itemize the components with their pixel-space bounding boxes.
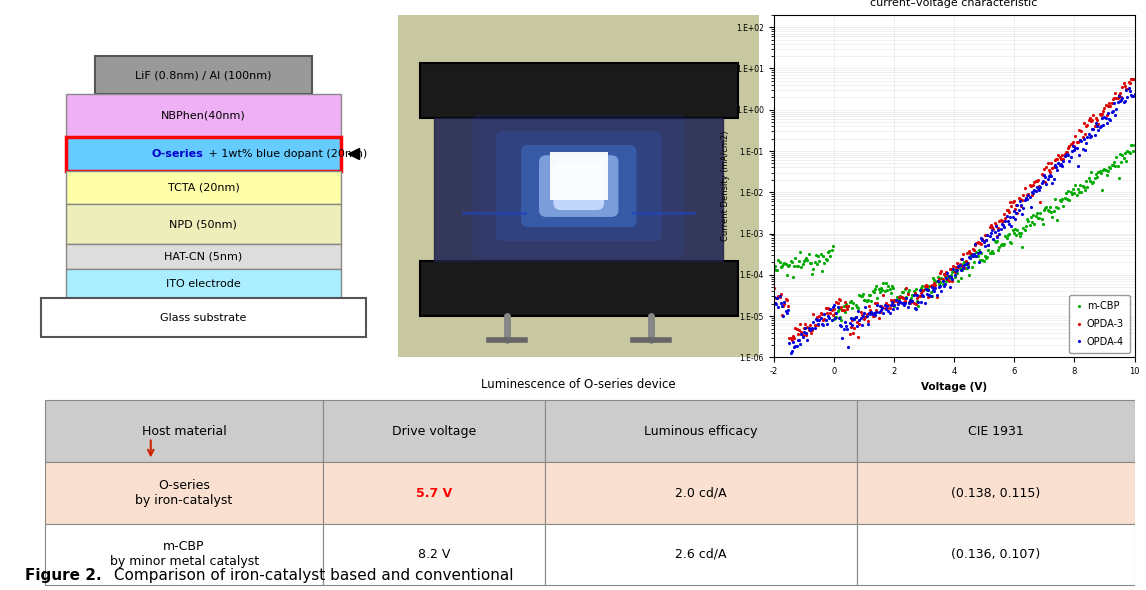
FancyBboxPatch shape — [496, 131, 661, 241]
Text: Figure 2.: Figure 2. — [25, 568, 102, 583]
X-axis label: Voltage (V): Voltage (V) — [921, 382, 987, 392]
Bar — [66, 270, 340, 299]
Bar — [419, 261, 738, 316]
OPDA-3 — [768, 300, 782, 307]
Bar — [45, 524, 323, 585]
Text: Drive voltage: Drive voltage — [392, 425, 477, 438]
OPDA-4 — [1073, 151, 1086, 158]
m-CBP — [982, 246, 996, 253]
Bar — [45, 400, 323, 463]
Text: 5.7 V: 5.7 V — [416, 487, 453, 500]
Bar — [550, 152, 607, 200]
Text: ITO electrode: ITO electrode — [166, 279, 241, 289]
Bar — [434, 117, 723, 261]
Text: O-series
by iron-catalyst: O-series by iron-catalyst — [135, 479, 233, 507]
Text: Luminous efficacy: Luminous efficacy — [644, 425, 758, 438]
m-CBP — [989, 238, 1003, 245]
OPDA-4 — [982, 241, 996, 248]
OPDA-3 — [1073, 126, 1086, 133]
Text: Luminescence of O-series device: Luminescence of O-series device — [481, 378, 676, 391]
Line: OPDA-4: OPDA-4 — [772, 87, 1137, 355]
m-CBP — [1096, 186, 1109, 193]
m-CBP — [1128, 141, 1141, 148]
OPDA-4 — [768, 299, 782, 306]
OPDA-4 — [767, 293, 780, 300]
OPDA-3 — [1096, 111, 1109, 118]
Text: CIE 1931: CIE 1931 — [967, 425, 1023, 438]
m-CBP — [1073, 189, 1086, 196]
Text: NPD (50nm): NPD (50nm) — [170, 219, 237, 230]
Text: 2.0 cd/A: 2.0 cd/A — [675, 487, 727, 500]
Line: m-CBP: m-CBP — [772, 143, 1137, 322]
FancyBboxPatch shape — [472, 114, 685, 258]
FancyBboxPatch shape — [521, 145, 636, 227]
Bar — [856, 524, 1135, 585]
OPDA-3 — [1125, 76, 1139, 83]
Text: 8.2 V: 8.2 V — [418, 548, 450, 561]
OPDA-4 — [989, 222, 1003, 230]
OPDA-3 — [989, 222, 1003, 229]
Bar — [545, 463, 857, 524]
Text: + 1wt% blue dopant (20nm): + 1wt% blue dopant (20nm) — [205, 149, 368, 159]
Text: m-CBP
by minor metal catalyst: m-CBP by minor metal catalyst — [110, 540, 259, 568]
Text: (0.136, 0.107): (0.136, 0.107) — [951, 548, 1041, 561]
Bar — [323, 463, 545, 524]
OPDA-3 — [982, 241, 996, 248]
m-CBP — [834, 317, 848, 324]
Text: HAT-CN (5nm): HAT-CN (5nm) — [164, 252, 243, 262]
FancyBboxPatch shape — [554, 162, 604, 210]
OPDA-3 — [767, 284, 780, 291]
Bar — [66, 204, 340, 244]
Bar — [323, 524, 545, 585]
Bar — [323, 400, 545, 463]
Bar — [66, 244, 340, 270]
Bar — [856, 463, 1135, 524]
Bar — [545, 524, 857, 585]
Bar — [856, 400, 1135, 463]
OPDA-4 — [1128, 90, 1141, 97]
Text: O-series: O-series — [151, 149, 203, 159]
OPDA-3 — [983, 223, 997, 230]
OPDA-3 — [785, 336, 799, 343]
Text: Comparison of iron-catalyst based and conventional: Comparison of iron-catalyst based and co… — [109, 568, 513, 583]
Bar — [45, 463, 323, 524]
Text: NBPhen(40nm): NBPhen(40nm) — [160, 110, 245, 120]
Text: Host material: Host material — [142, 425, 227, 438]
Line: OPDA-3: OPDA-3 — [772, 77, 1137, 342]
m-CBP — [983, 250, 997, 257]
Text: TCTA (20nm): TCTA (20nm) — [167, 183, 240, 193]
Text: LiF (0.8nm) / Al (100nm): LiF (0.8nm) / Al (100nm) — [135, 70, 272, 80]
Text: current–voltage characteristic: current–voltage characteristic — [871, 0, 1038, 8]
Bar — [66, 171, 340, 204]
OPDA-3 — [1128, 76, 1141, 83]
OPDA-4 — [1122, 84, 1136, 91]
FancyBboxPatch shape — [539, 155, 619, 217]
Bar — [66, 94, 340, 137]
m-CBP — [767, 265, 780, 272]
Bar — [95, 56, 312, 94]
Text: 2.6 cd/A: 2.6 cd/A — [675, 548, 727, 561]
Bar — [545, 400, 857, 463]
OPDA-4 — [784, 349, 798, 356]
OPDA-4 — [1096, 114, 1109, 121]
Y-axis label: Current Density (mA/cm2): Current Density (mA/cm2) — [721, 131, 730, 241]
Text: (0.138, 0.115): (0.138, 0.115) — [951, 487, 1041, 500]
Bar — [66, 137, 340, 171]
Bar — [419, 63, 738, 117]
Text: Glass substrate: Glass substrate — [160, 313, 246, 323]
Legend: m-CBP, OPDA-3, OPDA-4: m-CBP, OPDA-3, OPDA-4 — [1069, 296, 1130, 352]
OPDA-4 — [983, 232, 997, 240]
Bar — [41, 299, 366, 337]
m-CBP — [768, 262, 782, 269]
